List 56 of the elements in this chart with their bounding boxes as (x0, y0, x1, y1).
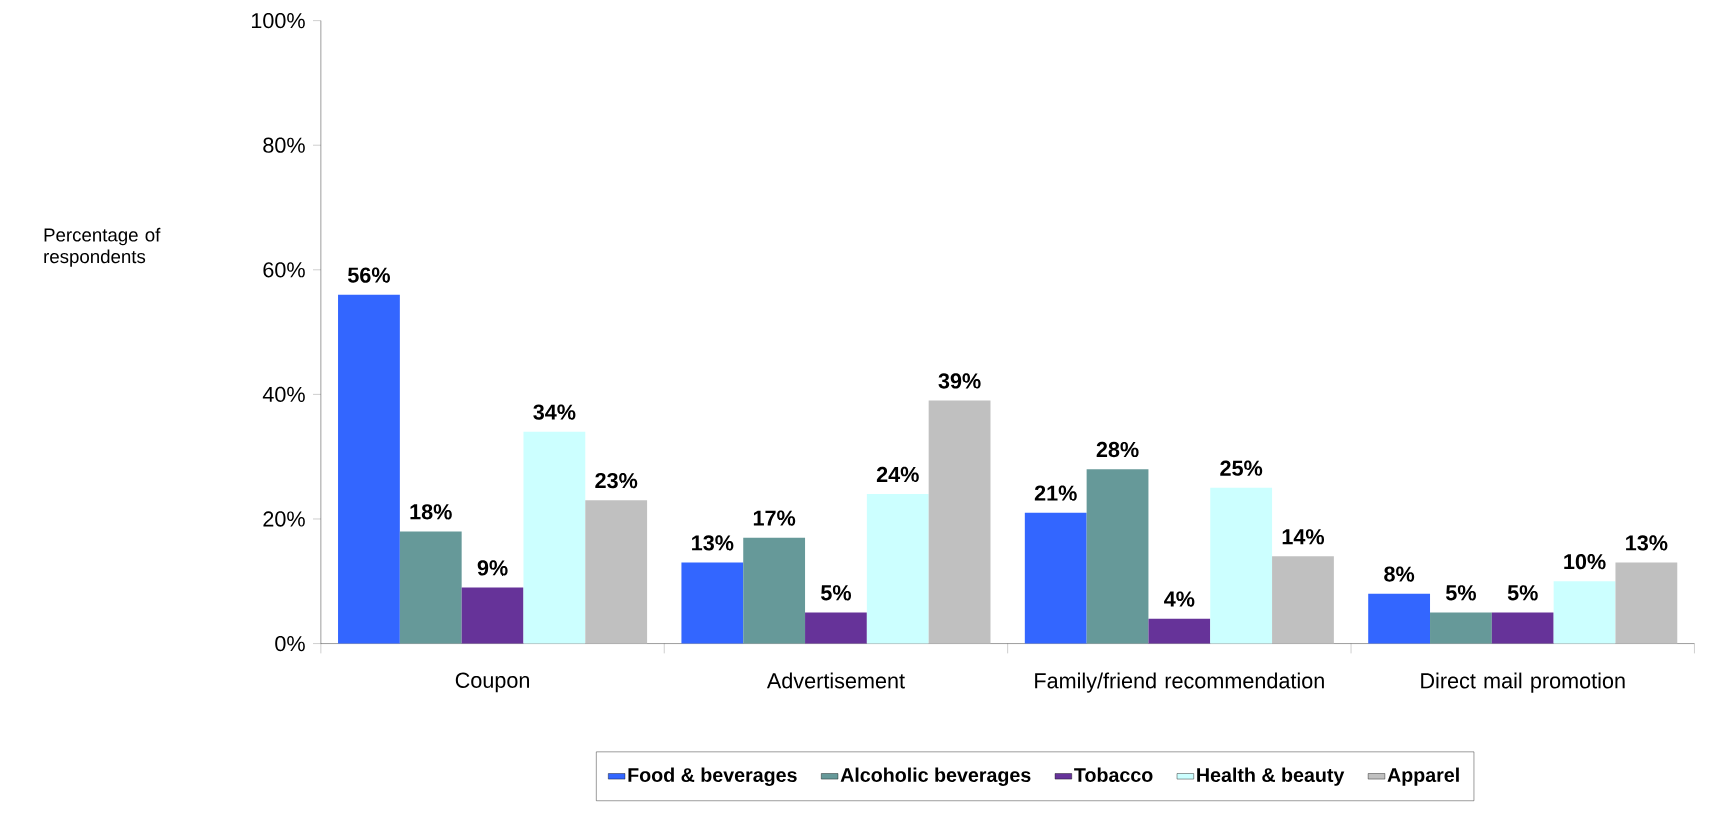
bar (743, 537, 806, 644)
bar (1086, 469, 1149, 644)
bar (1553, 581, 1616, 644)
bar (523, 431, 586, 644)
legend-label: Tobacco (1074, 767, 1153, 782)
data-label: 5% (821, 585, 852, 601)
bar (1272, 556, 1334, 644)
x-tick-label: Advertisement (766, 672, 905, 689)
bar (1368, 593, 1431, 644)
bar (1024, 512, 1087, 644)
bar (461, 587, 524, 644)
data-label: 34% (533, 404, 576, 420)
bar (1615, 562, 1678, 644)
bar (399, 531, 462, 644)
bar (585, 500, 648, 644)
data-label: 18% (410, 504, 452, 520)
data-label: 28% (1096, 441, 1139, 458)
data-label: 4% (1164, 591, 1195, 607)
bar (1210, 487, 1273, 644)
data-label: 8% (1384, 566, 1415, 582)
x-tick-label: Direct mail promotion (1421, 672, 1625, 693)
x-tick-label: Family/friend recommendation (1035, 672, 1324, 693)
data-label: 56% (347, 267, 390, 283)
data-label: 10% (1564, 553, 1606, 570)
legend-label: Health & beauty (1197, 767, 1345, 786)
bar (866, 493, 929, 644)
y-tick-label: 20% (263, 511, 305, 527)
data-label: 17% (753, 510, 796, 526)
bar (805, 612, 867, 644)
y-tick-label: 80% (263, 137, 305, 153)
data-label: 13% (1626, 535, 1668, 551)
bar (681, 562, 744, 644)
data-label: 39% (938, 373, 981, 389)
data-label: 9% (477, 560, 508, 576)
bar (1430, 612, 1492, 644)
data-label: 21% (1034, 485, 1077, 501)
y-tick-label: 0% (275, 635, 305, 652)
data-label: 25% (1220, 460, 1263, 476)
bar (928, 400, 991, 644)
data-label: 13% (692, 535, 734, 551)
y-tick-label: 40% (262, 386, 305, 402)
data-label: 23% (595, 472, 638, 489)
data-label: 5% (1507, 585, 1538, 601)
bar (338, 294, 400, 644)
data-label: 5% (1445, 585, 1476, 601)
data-label: 14% (1282, 529, 1325, 545)
legend-label: Alcoholic beverages (840, 767, 1031, 786)
y-axis-title: Percentage of respondents (44, 227, 161, 267)
legend-label: Apparel (1387, 767, 1459, 786)
legend-label: Food & beverages (628, 767, 797, 786)
data-label: 24% (876, 466, 919, 483)
bar (1491, 612, 1554, 644)
y-tick-label: 100% (251, 12, 305, 29)
x-tick-label: Coupon (455, 672, 530, 693)
y-tick-label: 60% (263, 262, 305, 278)
bar (1148, 618, 1211, 644)
